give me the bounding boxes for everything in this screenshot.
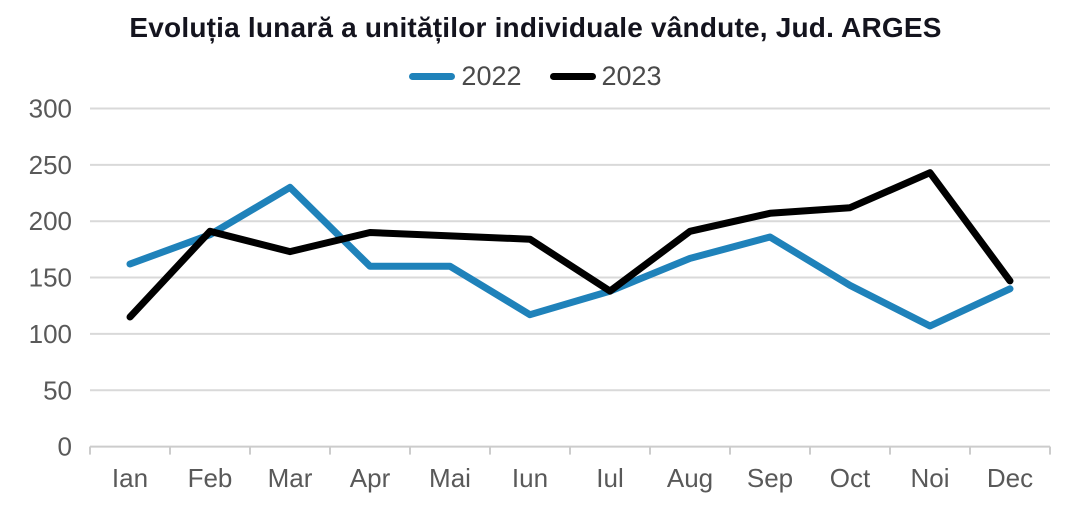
x-axis-label-Mar: Mar <box>268 463 313 493</box>
chart-title: Evoluția lunară a unităților individuale… <box>129 12 942 43</box>
x-axis-label-Iul: Iul <box>596 463 623 493</box>
y-axis-label-300: 300 <box>29 94 72 124</box>
series-line-2022 <box>126 183 1014 330</box>
legend-label-2022: 2022 <box>461 61 522 91</box>
x-axis-label-Noi: Noi <box>910 463 949 493</box>
legend-swatch-2023-icon <box>549 73 596 80</box>
y-axis-label-50: 50 <box>43 375 72 405</box>
legend-swatch-2022-icon <box>409 73 456 80</box>
x-axis-label-Aug: Aug <box>667 463 713 493</box>
x-axis-label-Feb: Feb <box>188 463 233 493</box>
x-axis-label-Apr: Apr <box>350 463 391 493</box>
legend-item-2023[interactable]: 2023 <box>549 61 662 92</box>
y-axis-label-0: 0 <box>58 432 72 462</box>
legend: 2022 2023 <box>0 61 1071 92</box>
x-axis-label-Ian: Ian <box>112 463 148 493</box>
y-axis-label-200: 200 <box>29 206 72 236</box>
x-axis-label-Iun: Iun <box>512 463 548 493</box>
y-axis-label-100: 100 <box>29 319 72 349</box>
legend-label-2023: 2023 <box>601 61 662 91</box>
series-line-2023 <box>126 169 1014 321</box>
x-axis-label-Oct: Oct <box>830 463 871 493</box>
legend-item-2022[interactable]: 2022 <box>409 61 522 92</box>
x-axis-label-Dec: Dec <box>987 463 1033 493</box>
y-axis-label-150: 150 <box>29 263 72 293</box>
y-axis-label-250: 250 <box>29 150 72 180</box>
x-axis-label-Mai: Mai <box>429 463 471 493</box>
x-axis-label-Sep: Sep <box>747 463 793 493</box>
